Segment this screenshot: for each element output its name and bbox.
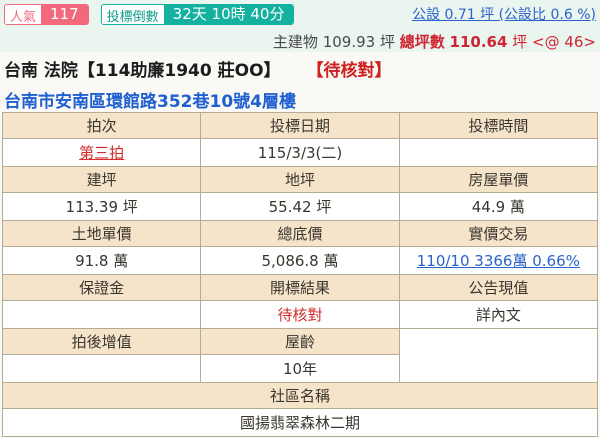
header-house-age: 屋齡 bbox=[200, 328, 400, 355]
table-row: 建坪 地坪 房屋單價 bbox=[1, 166, 599, 193]
cell-post-auction-appreciation bbox=[1, 354, 202, 383]
table-row: 第三拍 115/3/3(二) bbox=[1, 138, 599, 167]
badge-group: 人氣 117 投標倒數 32天 10時 40分 bbox=[4, 4, 295, 25]
header-bid-date: 投標日期 bbox=[200, 112, 400, 139]
auction-detail-table: 拍次 投標日期 投標時間 第三拍 115/3/3(二) 建坪 地坪 房屋單價 1… bbox=[1, 112, 599, 437]
cell-total-base-price: 5,086.8 萬 bbox=[200, 246, 400, 275]
header-community-name: 社區名稱 bbox=[2, 382, 598, 409]
listing-title: 台南 法院【114助廉1940 莊OO】 bbox=[4, 61, 281, 81]
actual-price-link[interactable]: 110/10 3366萬 0.66% bbox=[416, 252, 580, 270]
table-row: 待核對 詳內文 bbox=[1, 300, 599, 329]
header-post-auction-appreciation: 拍後增值 bbox=[1, 328, 202, 355]
cell-land-unit-price: 91.8 萬 bbox=[1, 246, 202, 275]
cell-deposit bbox=[1, 300, 202, 329]
building-area-line: 主建物 109.93 坪 總坪數 110.64 坪 <@ 46> bbox=[273, 31, 596, 52]
cell-community-name: 國揚翡翠森林二期 bbox=[2, 408, 598, 437]
header-land-unit-price: 土地單價 bbox=[1, 220, 202, 247]
header-auction-round: 拍次 bbox=[1, 112, 202, 139]
property-address-link[interactable]: 台南市安南區環館路352巷10號4層樓 bbox=[4, 92, 296, 112]
table-row: 91.8 萬 5,086.8 萬 110/10 3366萬 0.66% bbox=[1, 246, 599, 275]
table-row: 113.39 坪 55.42 坪 44.9 萬 bbox=[1, 192, 599, 221]
cell-bid-date: 115/3/3(二) bbox=[200, 138, 400, 167]
main-building-area: 主建物 109.93 坪 bbox=[272, 33, 395, 51]
status-badge: 【待核對】 bbox=[306, 61, 392, 81]
cell-house-unit-price: 44.9 萬 bbox=[398, 192, 599, 221]
public-facility-link[interactable]: 公設 0.71 坪 (公設比 0.6 %) bbox=[412, 7, 596, 23]
table-row: 10年 bbox=[1, 354, 598, 383]
cell-building-area: 113.39 坪 bbox=[1, 192, 202, 221]
table-row: 土地單價 總底價 實價交易 bbox=[1, 220, 599, 247]
popularity-label: 人氣 bbox=[5, 5, 42, 24]
table-row: 拍次 投標日期 投標時間 bbox=[1, 112, 599, 139]
cell-auction-round: 第三拍 bbox=[1, 138, 202, 167]
bid-result-status: 待核對 bbox=[277, 306, 323, 324]
cell-bid-time bbox=[398, 138, 599, 167]
header-deposit: 保證金 bbox=[1, 274, 202, 301]
listing-title-line: 台南 法院【114助廉1940 莊OO】 【待核對】 bbox=[4, 56, 596, 81]
table-row: 社區名稱 bbox=[2, 382, 598, 409]
cell-bid-result: 待核對 bbox=[200, 300, 400, 329]
header-bid-result: 開標結果 bbox=[200, 274, 400, 301]
header-actual-price: 實價交易 bbox=[398, 220, 599, 247]
cell-empty-spacer bbox=[398, 328, 599, 383]
header-total-base-price: 總底價 bbox=[200, 220, 400, 247]
cell-house-age: 10年 bbox=[200, 354, 400, 383]
popularity-count: 117 bbox=[41, 5, 88, 24]
cell-land-area: 55.42 坪 bbox=[200, 192, 400, 221]
total-area-label: 總坪數 bbox=[399, 33, 445, 51]
listing-header: 台南 法院【114助廉1940 莊OO】 【待核對】 台南市安南區環館路352巷… bbox=[4, 56, 596, 112]
total-area-value: 110.64 bbox=[449, 33, 508, 51]
popularity-badge: 人氣 117 bbox=[4, 4, 89, 25]
table-row: 拍後增值 屋齡 bbox=[1, 328, 599, 383]
bid-countdown-badge: 投標倒數 32天 10時 40分 bbox=[100, 4, 295, 25]
header-bid-time: 投標時間 bbox=[398, 112, 599, 139]
cell-actual-price: 110/10 3366萬 0.66% bbox=[398, 246, 599, 275]
header-announced-value: 公告現值 bbox=[398, 274, 599, 301]
header-building-area: 建坪 bbox=[1, 166, 202, 193]
bid-countdown-timer: 32天 10時 40分 bbox=[163, 5, 294, 24]
auction-round-link[interactable]: 第三拍 bbox=[79, 144, 125, 162]
bid-countdown-label: 投標倒數 bbox=[101, 5, 164, 24]
header-house-unit-price: 房屋單價 bbox=[398, 166, 599, 193]
total-area-unit: 坪 bbox=[512, 33, 528, 51]
cell-announced-value: 詳內文 bbox=[398, 300, 599, 329]
table-row: 國揚翡翠森林二期 bbox=[2, 408, 598, 437]
area-stats: 公設 0.71 坪 (公設比 0.6 %) 主建物 109.93 坪 總坪數 1… bbox=[273, 4, 596, 52]
top-summary-band: 人氣 117 投標倒數 32天 10時 40分 公設 0.71 坪 (公設比 0… bbox=[0, 0, 600, 52]
header-land-area: 地坪 bbox=[200, 166, 400, 193]
total-area-suffix: <@ 46> bbox=[532, 33, 596, 51]
table-row: 保證金 開標結果 公告現值 bbox=[1, 274, 599, 301]
